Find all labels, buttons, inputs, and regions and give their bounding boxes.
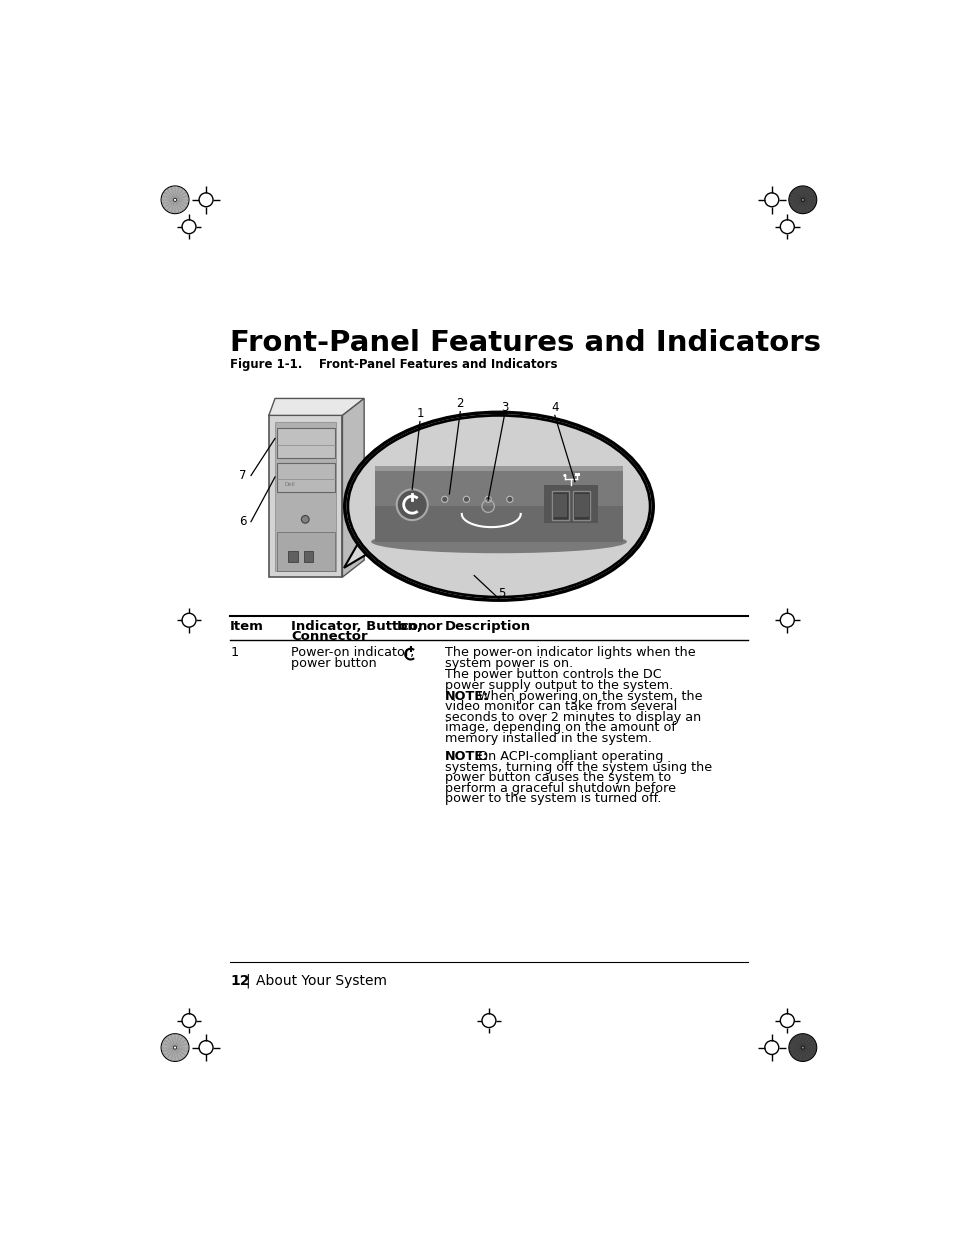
Text: Indicator, Button, or: Indicator, Button, or xyxy=(291,620,442,634)
Text: memory installed in the system.: memory installed in the system. xyxy=(444,731,651,745)
Circle shape xyxy=(161,186,189,214)
Bar xyxy=(276,429,335,458)
Polygon shape xyxy=(342,399,364,577)
Text: Figure 1-1.    Front-Panel Features and Indicators: Figure 1-1. Front-Panel Features and Ind… xyxy=(230,358,557,372)
Text: systems, turning off the system using the: systems, turning off the system using th… xyxy=(444,761,711,774)
Polygon shape xyxy=(269,415,342,577)
Bar xyxy=(375,506,622,542)
Circle shape xyxy=(562,474,566,477)
Text: When powering on the system, the: When powering on the system, the xyxy=(474,690,702,703)
Polygon shape xyxy=(344,541,382,568)
Ellipse shape xyxy=(348,415,649,597)
Ellipse shape xyxy=(344,412,653,600)
Circle shape xyxy=(788,1034,816,1061)
Bar xyxy=(276,532,335,571)
Circle shape xyxy=(788,186,816,214)
Circle shape xyxy=(441,496,447,503)
Bar xyxy=(553,494,567,517)
Polygon shape xyxy=(269,399,364,415)
Text: Item: Item xyxy=(230,620,264,634)
Text: 1: 1 xyxy=(416,408,423,420)
Bar xyxy=(303,551,313,562)
Circle shape xyxy=(463,496,469,503)
Text: 5: 5 xyxy=(497,587,504,600)
Bar xyxy=(543,484,598,524)
Text: 3: 3 xyxy=(500,401,508,414)
Text: 1: 1 xyxy=(230,646,238,659)
Bar xyxy=(575,494,588,517)
Text: Power-on indicator,: Power-on indicator, xyxy=(291,646,415,659)
Bar xyxy=(276,463,335,493)
Text: Front-Panel Features and Indicators: Front-Panel Features and Indicators xyxy=(230,330,821,357)
Bar xyxy=(288,551,297,562)
Bar xyxy=(573,490,590,520)
Text: power button: power button xyxy=(291,657,376,671)
Circle shape xyxy=(173,199,176,201)
Circle shape xyxy=(396,489,427,520)
Text: |: | xyxy=(245,973,250,988)
Text: Dell: Dell xyxy=(284,482,294,487)
Text: seconds to over 2 minutes to display an: seconds to over 2 minutes to display an xyxy=(444,711,700,724)
Text: NOTE:: NOTE: xyxy=(444,690,488,703)
Text: 4: 4 xyxy=(551,401,558,414)
Text: The power-on indicator lights when the: The power-on indicator lights when the xyxy=(444,646,695,659)
Bar xyxy=(375,466,622,471)
Text: 6: 6 xyxy=(239,515,247,529)
Bar xyxy=(274,421,335,571)
Text: 7: 7 xyxy=(239,469,247,482)
Text: perform a graceful shutdown before: perform a graceful shutdown before xyxy=(444,782,675,794)
Text: 2: 2 xyxy=(456,396,463,410)
Text: The power button controls the DC: The power button controls the DC xyxy=(444,668,660,682)
Bar xyxy=(575,473,579,477)
Text: NOTE:: NOTE: xyxy=(444,751,488,763)
Text: power button causes the system to: power button causes the system to xyxy=(444,771,670,784)
Text: system power is on.: system power is on. xyxy=(444,657,573,669)
Text: video monitor can take from several: video monitor can take from several xyxy=(444,700,677,714)
Text: Connector: Connector xyxy=(291,630,368,643)
Circle shape xyxy=(506,496,513,503)
Text: Icon: Icon xyxy=(396,620,428,634)
Text: Description: Description xyxy=(444,620,530,634)
Text: About Your System: About Your System xyxy=(255,973,386,988)
Text: image, depending on the amount of: image, depending on the amount of xyxy=(444,721,675,735)
Ellipse shape xyxy=(371,530,626,553)
Circle shape xyxy=(161,1034,189,1061)
Circle shape xyxy=(801,199,803,201)
Circle shape xyxy=(801,1046,803,1049)
Circle shape xyxy=(301,515,309,524)
Text: 12: 12 xyxy=(230,973,250,988)
Bar xyxy=(375,471,622,542)
Text: On ACPI-compliant operating: On ACPI-compliant operating xyxy=(474,751,663,763)
Circle shape xyxy=(173,1046,176,1049)
Bar xyxy=(551,490,568,520)
Text: power to the system is turned off.: power to the system is turned off. xyxy=(444,792,660,805)
Circle shape xyxy=(484,496,491,503)
Text: power supply output to the system.: power supply output to the system. xyxy=(444,678,672,692)
